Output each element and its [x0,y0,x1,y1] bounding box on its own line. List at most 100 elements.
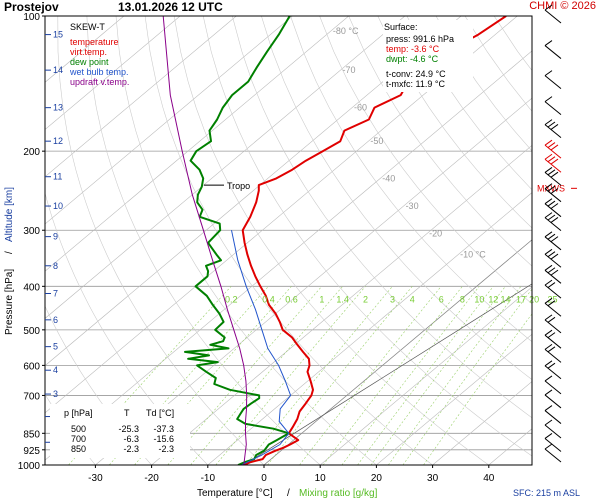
wind-barb-flag [547,142,556,148]
wind-barb-flag [547,121,556,128]
mixing-ratio-label: 12 [488,294,498,304]
alt-tick-label: 15 [53,30,63,40]
wind-barb-flag [544,183,553,190]
mixing-ratio-line [370,286,506,465]
p-tick-label: 100 [23,12,40,23]
wind-barb-shaft [544,217,562,232]
mixing-ratio-line [134,286,292,465]
dry-adiabat [290,16,532,343]
wind-barb-flag [544,360,553,367]
wind-barb-flag [547,300,556,307]
p-tick-label: 300 [23,226,40,237]
alt-tick-label: 14 [53,65,63,75]
wind-barb-shaft [544,269,562,284]
isotherm-label: -70 [342,65,355,75]
wind-barb-shaft [544,424,562,439]
wind-barb-flag [550,217,559,223]
p-tick-label: 600 [23,361,40,372]
alt-tick-label: 5 [53,342,58,352]
y-axis-title-altitude: Altitude [km] [4,187,15,242]
dry-adiabat [202,16,532,457]
legend-dew-point: dew point [70,57,109,67]
table-cell: -6.3 [123,434,139,444]
wind-barb-shaft [544,348,562,363]
p-tick-label: 200 [23,147,40,158]
wind-barb-shaft [544,158,562,173]
data-series [162,16,507,465]
wind-barb-flag [550,253,559,260]
table-cell: 500 [71,424,86,434]
mixing-ratio-label: 17 [516,294,526,304]
isotherm-label: -10 °C [460,250,486,260]
wind-barb-flag [544,231,553,238]
surface-title: Surface: [384,22,418,32]
wind-barb-flag [544,264,553,271]
series-line-wet-bulb-temp- [231,230,292,465]
wind-barb-flag [550,188,559,194]
credit-label: CHMI © 2026 [529,0,596,12]
wind-barb-flag [544,40,553,46]
dry-adiabat [319,16,532,305]
wind-barb-flag [544,248,553,255]
wind-barb-flag [544,167,553,173]
wind-barb-shaft [544,9,562,24]
legend-virt-temp: virt.temp. [70,47,107,57]
alt-tick-label: 9 [53,232,58,242]
x-tick-label: -20 [144,473,159,484]
wind-barb-shaft [544,188,562,203]
sounding-datetime: 13.01.2026 12 UTC [118,0,223,14]
mixing-ratio-line [322,286,463,465]
legend-title: SKEW-T [70,22,105,32]
dry-adiabat [115,16,377,465]
table-cell: -2.3 [123,444,139,454]
wind-barb-flag [547,267,556,274]
wind-barb-shaft [544,45,562,59]
dry-adiabat [57,16,265,465]
p-tick-label: 925 [23,446,40,457]
wind-barb-flag [544,70,553,77]
wind-barb-shaft [544,284,562,299]
table-cell: -25.3 [118,424,139,434]
alt-tick-label: 10 [53,201,63,211]
level-table: p [hPa] T Td [°C] 500 -25.3 -37.3 700 -6… [50,404,190,458]
isotherm-line [320,286,532,465]
mixing-ratio-line [190,286,343,465]
mixing-ratio-label: 6 [439,294,444,304]
dry-adiabat [144,16,433,465]
mixing-ratio-line [299,286,442,465]
wind-barb-flag [544,314,553,321]
isotherm-line [45,16,406,319]
y-axis-title-sep: / [4,251,15,254]
legend-temperature: temperature [70,37,119,47]
mixing-ratio-line [109,286,269,465]
alt-tick-label: 3 [53,389,58,399]
isotherm-line [95,97,532,465]
isotherm-line [376,333,532,465]
wind-barb-flag [550,124,559,130]
mixing-ratio-label: 8 [460,294,465,304]
wind-barb-flag [547,214,556,221]
mixing-ratio-label: 0.6 [285,294,298,304]
tropopause-label: Tropo [227,181,250,191]
wind-barb-shaft [544,253,562,268]
isotherm-line [45,16,349,272]
wind-barb-shaft [544,448,562,463]
alt-tick-label: 6 [53,315,58,325]
wind-barb-flag [550,203,559,209]
mixing-ratio-label: 25 [547,294,557,304]
wind-barb-flag [544,96,553,103]
table-cell: -2.3 [158,444,174,454]
sfc-label: SFC: 215 m ASL [513,488,580,498]
plot-frame [44,15,533,466]
dry-adiabat [377,16,532,229]
surface-tconv: t-conv: 24.9 °C [386,69,446,79]
table-cell: -15.6 [153,434,174,444]
p-tick-label: 700 [23,391,40,402]
wind-barb-shaft [544,380,562,395]
wind-barb-flag [550,144,559,151]
grid-lines [45,16,532,465]
wind-barb-flag [544,119,553,126]
mixing-ratio-label: 2 [363,294,368,304]
isotherm-label: -20 [429,228,442,238]
wind-barb-shaft [544,334,562,349]
